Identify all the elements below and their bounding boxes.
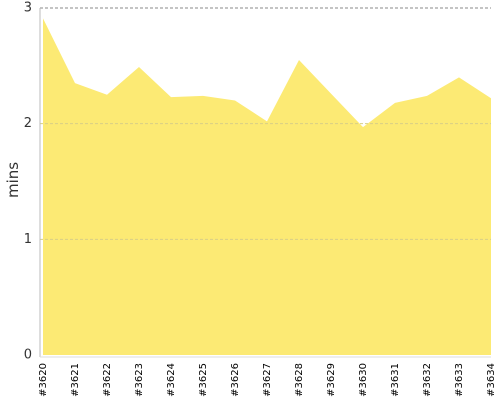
x-tick-label: #3628 <box>294 363 305 397</box>
x-tick-label: #3622 <box>102 363 113 397</box>
x-tick-label: #3632 <box>422 363 433 397</box>
x-tick-label: #3630 <box>358 363 369 397</box>
x-tick-label: #3634 <box>486 363 497 397</box>
x-tick-label: #3624 <box>166 363 177 397</box>
area <box>43 18 491 355</box>
x-tick-label: #3631 <box>390 363 401 397</box>
x-tick-label: #3625 <box>198 363 209 397</box>
x-tick-label: #3633 <box>454 363 465 397</box>
x-tick-label: #3627 <box>262 363 273 397</box>
y-tick-label: 0 <box>24 348 32 363</box>
y-tick-label: 3 <box>24 1 32 16</box>
y-tick-label: 1 <box>24 232 32 247</box>
y-axis-label: mins <box>4 162 22 198</box>
y-tick-label: 2 <box>24 116 32 131</box>
x-tick-label: #3620 <box>38 363 49 397</box>
x-tick-label: #3629 <box>326 363 337 397</box>
x-tick-label: #3623 <box>134 363 145 397</box>
x-tick-label: #3626 <box>230 363 241 397</box>
x-tick-label: #3621 <box>70 363 81 397</box>
